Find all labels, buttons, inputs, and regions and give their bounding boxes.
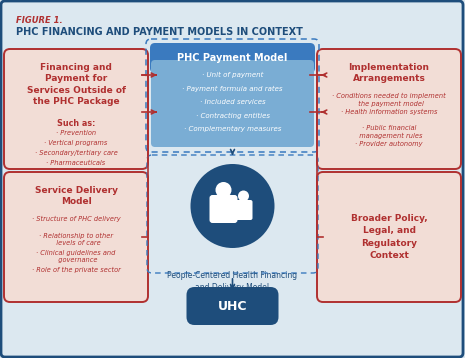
Text: Implementation
Arrangements: Implementation Arrangements — [348, 63, 430, 83]
Text: · Unit of payment: · Unit of payment — [202, 72, 263, 78]
Text: Financing and
Payment for
Services Outside of
the PHC Package: Financing and Payment for Services Outsi… — [27, 63, 126, 106]
FancyBboxPatch shape — [4, 172, 148, 302]
Text: · Payment formula and rates: · Payment formula and rates — [182, 86, 283, 92]
Text: Such as:: Such as: — [57, 119, 95, 128]
FancyBboxPatch shape — [234, 200, 252, 220]
Text: · Vertical programs: · Vertical programs — [44, 140, 108, 146]
Text: · Secondary/tertiary care: · Secondary/tertiary care — [34, 150, 118, 156]
Text: · Conditions needed to implement
  the payment model: · Conditions needed to implement the pay… — [332, 93, 446, 107]
Text: UHC: UHC — [218, 300, 247, 313]
Text: FIGURE 1.: FIGURE 1. — [16, 16, 63, 25]
Text: · Pharmaceuticals: · Pharmaceuticals — [46, 160, 106, 166]
Text: · Relationship to other
  levels of care: · Relationship to other levels of care — [39, 233, 113, 246]
FancyBboxPatch shape — [4, 49, 148, 169]
Circle shape — [215, 182, 232, 198]
FancyBboxPatch shape — [151, 60, 314, 147]
Text: Service Delivery
Model: Service Delivery Model — [34, 186, 118, 207]
Circle shape — [191, 164, 274, 248]
Text: · Contracting entities: · Contracting entities — [195, 112, 270, 118]
FancyBboxPatch shape — [210, 195, 238, 223]
Text: · Public financial
  management rules: · Public financial management rules — [355, 125, 423, 139]
Text: · Provider autonomy: · Provider autonomy — [355, 141, 423, 147]
FancyBboxPatch shape — [317, 172, 461, 302]
Text: · Prevention: · Prevention — [56, 130, 96, 136]
Text: PHC FINANCING AND PAYMENT MODELS IN CONTEXT: PHC FINANCING AND PAYMENT MODELS IN CONT… — [16, 27, 303, 37]
Text: · Clinical guidelines and
  governance: · Clinical guidelines and governance — [36, 250, 116, 263]
Text: · Health information systems: · Health information systems — [341, 109, 437, 115]
Text: · Complementary measures: · Complementary measures — [184, 126, 281, 132]
Text: · Included services: · Included services — [199, 99, 266, 105]
Text: · Structure of PHC delivery: · Structure of PHC delivery — [32, 216, 120, 222]
FancyBboxPatch shape — [186, 287, 279, 325]
FancyBboxPatch shape — [150, 43, 315, 73]
FancyBboxPatch shape — [317, 49, 461, 169]
Text: · Role of the private sector: · Role of the private sector — [32, 267, 120, 273]
Text: People-Centered Health Financing
and Delivery Model: People-Centered Health Financing and Del… — [167, 271, 298, 292]
Text: PHC Payment Model: PHC Payment Model — [177, 53, 288, 63]
Text: Broader Policy,
Legal, and
Regulatory
Context: Broader Policy, Legal, and Regulatory Co… — [351, 214, 427, 260]
Circle shape — [238, 190, 249, 202]
